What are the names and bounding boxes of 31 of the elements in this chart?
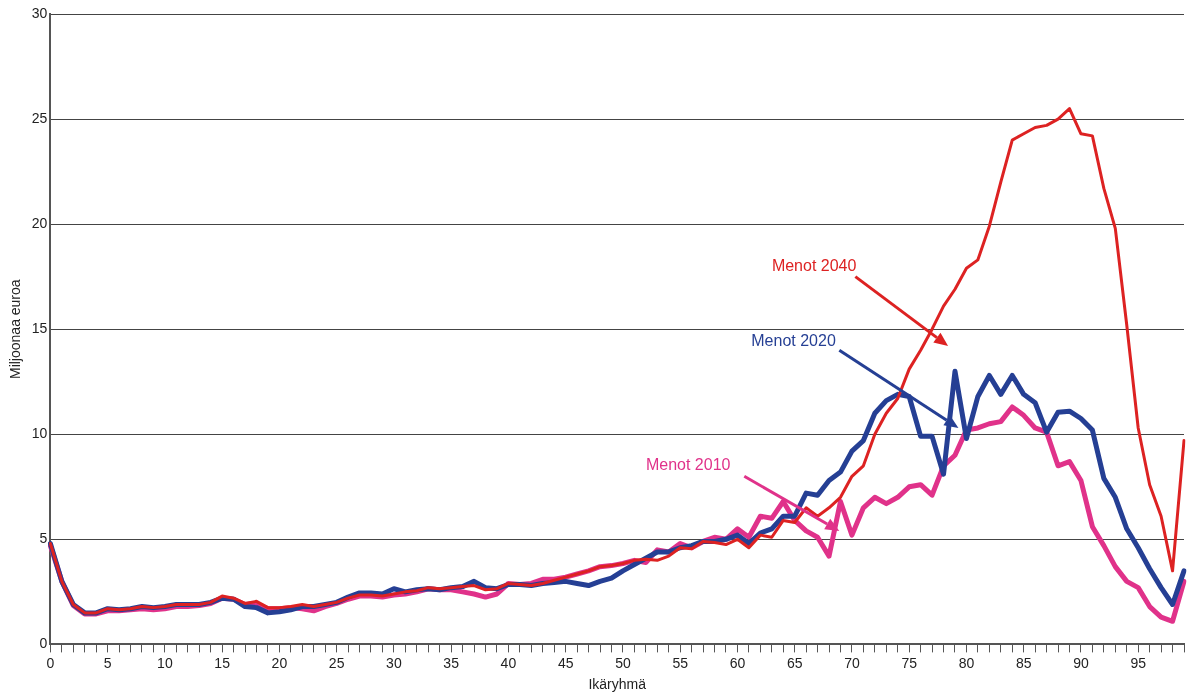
- x-tick-label: 55: [672, 654, 689, 671]
- x-tick-label: 80: [958, 654, 975, 671]
- x-axis-title: Ikäryhmä: [588, 676, 647, 693]
- x-tick-label: 90: [1073, 654, 1089, 671]
- x-tick-label: 30: [386, 654, 402, 671]
- y-tick-label: 30: [31, 4, 48, 21]
- x-tick-label: 60: [729, 654, 746, 671]
- x-tick-label: 85: [1015, 654, 1032, 671]
- x-tick-label: 50: [615, 654, 631, 671]
- x-tick-label: 70: [844, 654, 860, 671]
- y-axis-title: Miljoonaa euroa: [7, 279, 24, 380]
- text: Menot 2040: [771, 256, 857, 274]
- x-tick-label: 75: [901, 654, 918, 671]
- x-tick-label: 10: [157, 654, 173, 671]
- y-tick-label: 25: [31, 109, 48, 126]
- x-tick-label: 25: [328, 654, 345, 671]
- y-tick-label: 15: [31, 320, 48, 337]
- x-tick-label: 35: [443, 654, 460, 671]
- text: Menot 2010: [645, 456, 731, 474]
- x-tick-label: 15: [214, 654, 231, 671]
- x-tick-label: 45: [557, 654, 574, 671]
- y-tick-label: 10: [31, 425, 48, 442]
- x-tick-label: 40: [500, 654, 517, 671]
- x-tick-label: 5: [103, 654, 112, 671]
- text: Menot 2020: [751, 332, 836, 350]
- y-tick-label: 5: [39, 530, 48, 547]
- y-tick-label: 20: [31, 214, 48, 231]
- x-tick-label: 65: [786, 654, 803, 671]
- x-tick-label: 20: [271, 654, 288, 671]
- x-tick-label: 95: [1130, 654, 1147, 671]
- y-tick-label: 0: [39, 635, 48, 652]
